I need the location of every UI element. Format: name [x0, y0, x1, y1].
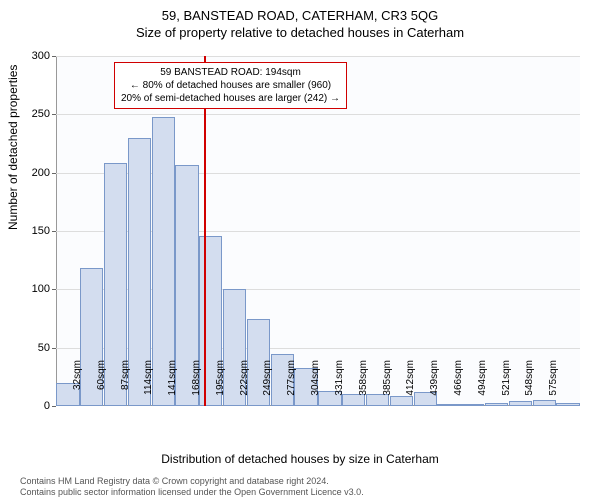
chart-plot-area: 05010015020025030032sqm60sqm87sqm114sqm1… — [56, 56, 580, 406]
ytick-mark — [52, 56, 56, 57]
histogram-bar — [556, 403, 579, 407]
annotation-line-1: 59 BANSTEAD ROAD: 194sqm — [121, 66, 340, 79]
footer-line-1: Contains HM Land Registry data © Crown c… — [20, 476, 590, 487]
xtick-label: 439sqm — [429, 360, 440, 410]
ytick-label: 0 — [10, 400, 50, 412]
ytick-label: 150 — [10, 225, 50, 237]
xtick-label: 466sqm — [453, 360, 464, 410]
xtick-label: 195sqm — [215, 360, 226, 410]
xtick-label: 222sqm — [239, 360, 250, 410]
ytick-mark — [52, 348, 56, 349]
xtick-label: 32sqm — [72, 360, 83, 410]
ytick-label: 50 — [10, 342, 50, 354]
xtick-label: 141sqm — [167, 360, 178, 410]
ytick-mark — [52, 173, 56, 174]
gridline — [56, 56, 580, 57]
page-title: 59, BANSTEAD ROAD, CATERHAM, CR3 5QG — [0, 0, 600, 23]
xtick-label: 548sqm — [524, 360, 535, 410]
ytick-label: 300 — [10, 50, 50, 62]
y-axis-label: Number of detached properties — [6, 65, 20, 230]
xtick-label: 521sqm — [501, 360, 512, 410]
ytick-label: 200 — [10, 167, 50, 179]
xtick-label: 358sqm — [358, 360, 369, 410]
xtick-label: 60sqm — [96, 360, 107, 410]
annotation-line-3: 20% of semi-detached houses are larger (… — [121, 92, 340, 105]
ytick-label: 250 — [10, 108, 50, 120]
ytick-mark — [52, 114, 56, 115]
ytick-label: 100 — [10, 283, 50, 295]
xtick-label: 249sqm — [262, 360, 273, 410]
ytick-mark — [52, 231, 56, 232]
xtick-label: 114sqm — [143, 360, 154, 410]
annotation-box: 59 BANSTEAD ROAD: 194sqm← 80% of detache… — [114, 62, 347, 109]
xtick-label: 575sqm — [548, 360, 559, 410]
ytick-mark — [52, 406, 56, 407]
footer-line-2: Contains public sector information licen… — [20, 487, 590, 498]
xtick-label: 168sqm — [191, 360, 202, 410]
xtick-label: 494sqm — [477, 360, 488, 410]
xtick-label: 385sqm — [382, 360, 393, 410]
xtick-label: 331sqm — [334, 360, 345, 410]
page-subtitle: Size of property relative to detached ho… — [0, 23, 600, 40]
xtick-label: 277sqm — [286, 360, 297, 410]
footer-attribution: Contains HM Land Registry data © Crown c… — [20, 476, 590, 498]
x-axis-label: Distribution of detached houses by size … — [0, 452, 600, 466]
annotation-line-2: ← 80% of detached houses are smaller (96… — [121, 79, 340, 92]
gridline — [56, 114, 580, 115]
xtick-label: 304sqm — [310, 360, 321, 410]
ytick-mark — [52, 289, 56, 290]
xtick-label: 412sqm — [405, 360, 416, 410]
xtick-label: 87sqm — [120, 360, 131, 410]
